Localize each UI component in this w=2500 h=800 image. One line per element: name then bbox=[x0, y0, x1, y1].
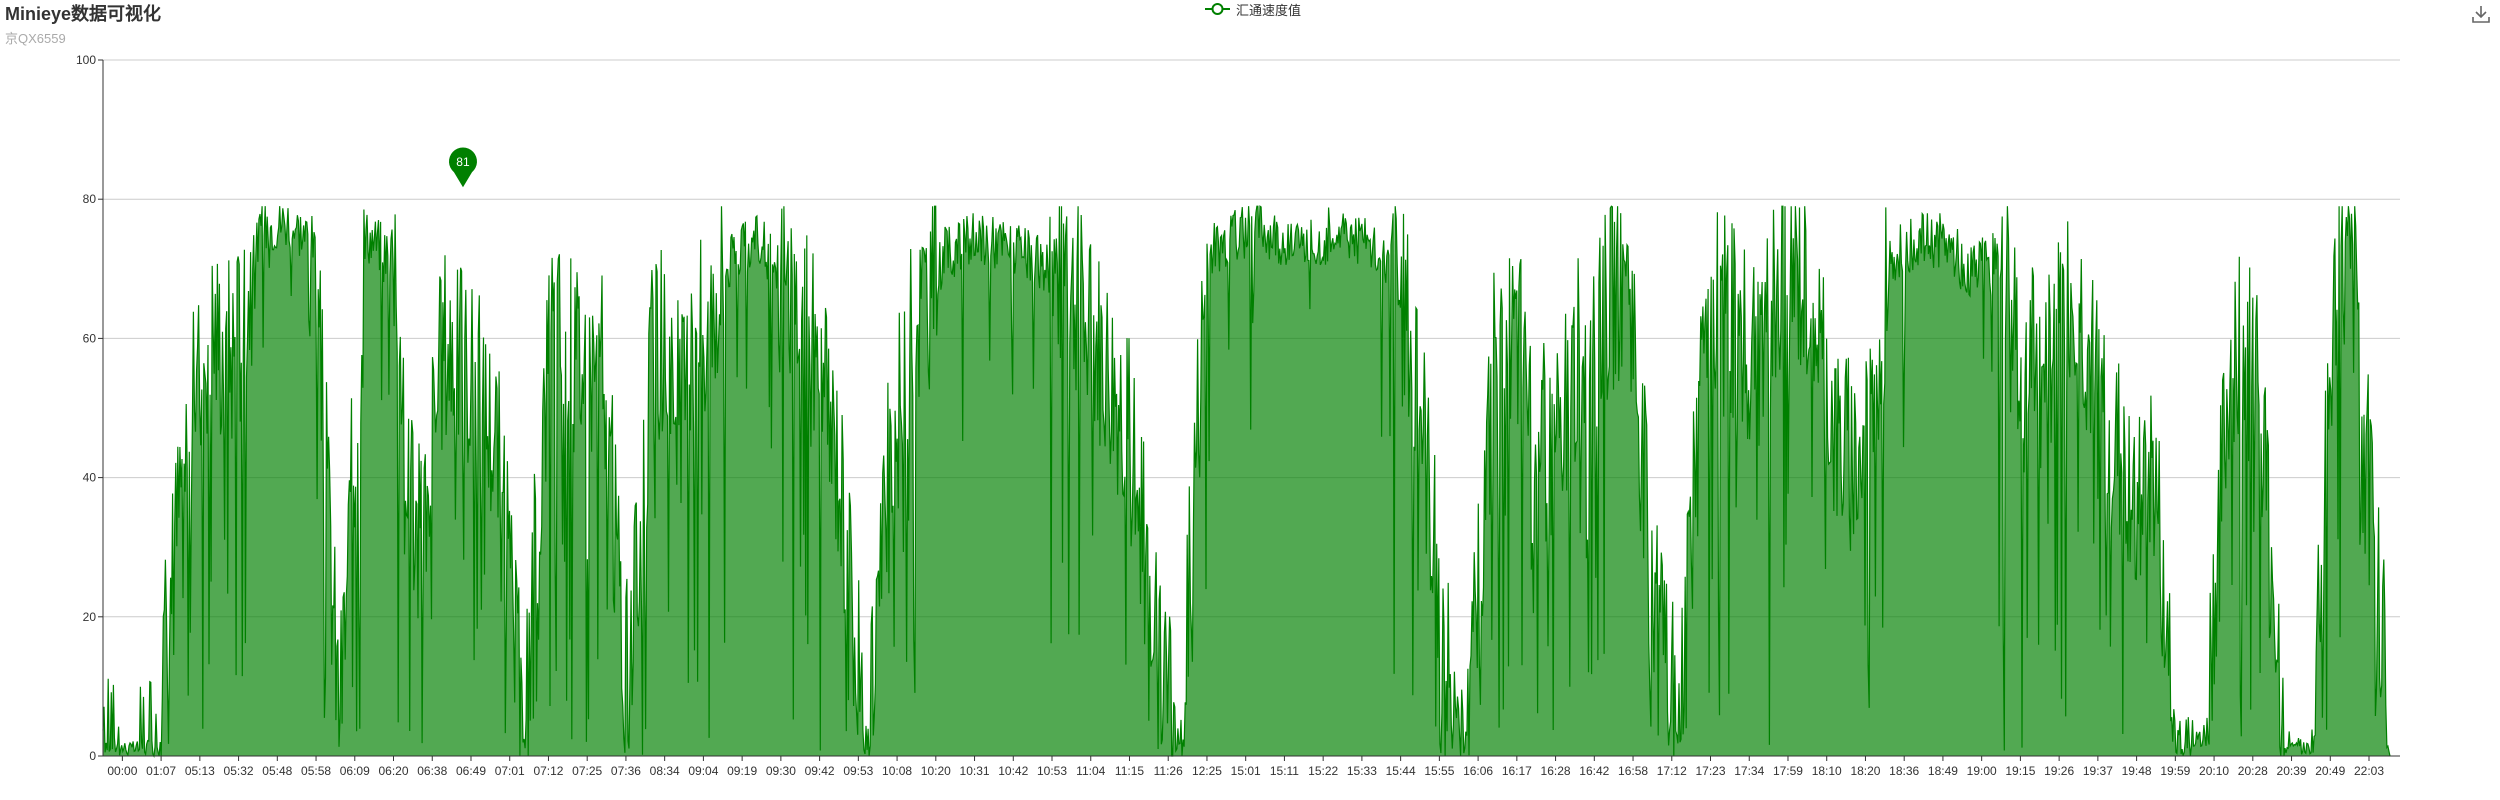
marker-label: 81 bbox=[456, 155, 470, 169]
x-tick-label: 19:59 bbox=[2160, 764, 2190, 778]
x-tick-label: 10:31 bbox=[960, 764, 990, 778]
x-tick-label: 17:34 bbox=[1734, 764, 1764, 778]
x-tick-label: 15:33 bbox=[1347, 764, 1377, 778]
circle-line-icon bbox=[1205, 3, 1230, 15]
x-tick-label: 10:42 bbox=[998, 764, 1028, 778]
x-tick-label: 20:49 bbox=[2315, 764, 2345, 778]
x-tick-label: 08:34 bbox=[650, 764, 680, 778]
x-tick-label: 10:08 bbox=[882, 764, 912, 778]
x-tick-label: 19:48 bbox=[2122, 764, 2152, 778]
series-area bbox=[102, 205, 2391, 758]
y-tick-label: 0 bbox=[89, 749, 96, 763]
x-tick-label: 05:32 bbox=[224, 764, 254, 778]
x-tick-label: 15:44 bbox=[1386, 764, 1416, 778]
series-line bbox=[102, 205, 2391, 758]
x-tick-label: 09:30 bbox=[766, 764, 796, 778]
x-tick-label: 09:04 bbox=[688, 764, 718, 778]
x-tick-label: 19:26 bbox=[2044, 764, 2074, 778]
x-tick-label: 20:10 bbox=[2199, 764, 2229, 778]
x-tick-label: 06:09 bbox=[340, 764, 370, 778]
x-tick-label: 15:22 bbox=[1308, 764, 1338, 778]
y-tick-label: 80 bbox=[83, 192, 97, 206]
series-area-fill bbox=[103, 206, 2390, 756]
x-tick-label: 17:59 bbox=[1773, 764, 1803, 778]
x-tick-label: 20:28 bbox=[2238, 764, 2268, 778]
x-tick-label: 19:37 bbox=[2083, 764, 2113, 778]
x-tick-label: 00:00 bbox=[107, 764, 137, 778]
x-tick-label: 22:03 bbox=[2354, 764, 2384, 778]
x-tick-label: 15:11 bbox=[1270, 764, 1299, 778]
x-tick-label: 05:58 bbox=[301, 764, 331, 778]
x-tick-label: 12:25 bbox=[1192, 764, 1222, 778]
x-tick-label: 16:06 bbox=[1463, 764, 1493, 778]
x-tick-label: 05:48 bbox=[262, 764, 292, 778]
x-tick-label: 07:12 bbox=[533, 764, 563, 778]
marker-pin bbox=[448, 147, 477, 188]
x-tick-label: 10:53 bbox=[1037, 764, 1067, 778]
x-tick-label: 07:01 bbox=[495, 764, 525, 778]
x-tick-label: 17:23 bbox=[1695, 764, 1725, 778]
x-tick-label: 15:01 bbox=[1231, 764, 1261, 778]
x-tick-label: 06:38 bbox=[417, 764, 447, 778]
legend-item[interactable]: 汇通速度值 bbox=[1205, 0, 1301, 18]
x-tick-label: 09:53 bbox=[843, 764, 873, 778]
x-tick-label: 18:10 bbox=[1812, 764, 1842, 778]
x-tick-label: 09:42 bbox=[805, 764, 835, 778]
x-tick-label: 17:12 bbox=[1657, 764, 1687, 778]
y-tick-label: 100 bbox=[76, 53, 96, 67]
x-tick-label: 07:36 bbox=[611, 764, 641, 778]
y-tick-label: 40 bbox=[83, 471, 97, 485]
download-icon[interactable] bbox=[2470, 3, 2492, 25]
x-tick-label: 16:28 bbox=[1541, 764, 1571, 778]
x-tick-label: 01:07 bbox=[146, 764, 176, 778]
x-tick-label: 09:19 bbox=[727, 764, 757, 778]
x-tick-label: 07:25 bbox=[572, 764, 602, 778]
legend-label: 汇通速度值 bbox=[1236, 2, 1302, 18]
x-tick-label: 16:17 bbox=[1502, 764, 1532, 778]
x-tick-label: 16:58 bbox=[1618, 764, 1648, 778]
x-tick-label: 18:49 bbox=[1928, 764, 1958, 778]
chart-subtitle: 京QX6559 bbox=[5, 31, 66, 46]
x-tick-label: 06:20 bbox=[378, 764, 408, 778]
max-marker: 81 bbox=[448, 147, 477, 188]
x-tick-label: 11:15 bbox=[1115, 764, 1144, 778]
x-tick-label: 10:20 bbox=[921, 764, 951, 778]
x-tick-label: 19:15 bbox=[2005, 764, 2035, 778]
chart-title: Minieye数据可视化 bbox=[5, 4, 162, 24]
y-tick-label: 20 bbox=[83, 610, 97, 624]
y-tick-label: 60 bbox=[83, 331, 97, 345]
x-tick-label: 05:13 bbox=[185, 764, 215, 778]
x-tick-label: 11:26 bbox=[1154, 764, 1183, 778]
x-tick-label: 11:04 bbox=[1076, 764, 1105, 778]
x-tick-label: 18:20 bbox=[1850, 764, 1880, 778]
x-tick-label: 18:36 bbox=[1889, 764, 1919, 778]
x-tick-label: 06:49 bbox=[456, 764, 486, 778]
x-tick-label: 16:42 bbox=[1579, 764, 1609, 778]
x-tick-label: 20:39 bbox=[2277, 764, 2307, 778]
axes: 0 20 40 60 80 100 00:00 01:07 05:13 05:32 05:48 05:… bbox=[76, 53, 2400, 778]
x-tick-label: 15:55 bbox=[1424, 764, 1454, 778]
x-tick-label: 19:00 bbox=[1967, 764, 1997, 778]
